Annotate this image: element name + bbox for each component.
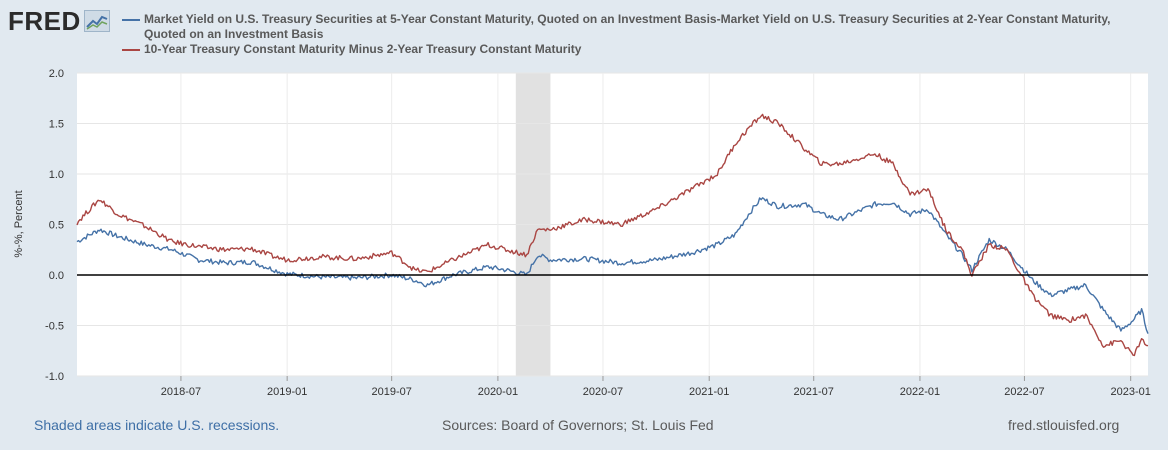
- y-tick-label: 0.0: [49, 270, 64, 282]
- y-tick-label: 1.0: [49, 169, 64, 181]
- series-line-10y-minus-2y[interactable]: [76, 113, 1149, 357]
- y-tick-label: 2.0: [49, 68, 64, 80]
- chart-plot[interactable]: 2.0 1.5 1.0 0.5 0.0 -0.5 -1.0 2018-07 2019-01 201…: [0, 0, 1168, 410]
- x-tick-label: 2021-07: [794, 386, 834, 398]
- y-tick-label: -1.0: [45, 371, 64, 383]
- y-tick-label: 0.5: [49, 220, 64, 232]
- legend-label: 10-Year Treasury Constant Maturity Minus…: [144, 42, 582, 56]
- legend-label: Market Yield on U.S. Treasury Securities…: [144, 12, 1111, 41]
- x-tick-label: 2020-07: [583, 386, 623, 398]
- legend-swatch-blue: [122, 19, 140, 21]
- x-tick-label: 2022-01: [900, 386, 940, 398]
- site-link[interactable]: fred.stlouisfed.org: [1008, 417, 1120, 433]
- legend-entry-5y-2y[interactable]: Market Yield on U.S. Treasury Securities…: [122, 12, 1142, 42]
- y-axis-label: %-%, Percent: [13, 190, 25, 257]
- recession-note-link[interactable]: Shaded areas indicate U.S. recessions.: [34, 417, 280, 433]
- sources-text: Sources: Board of Governors; St. Louis F…: [442, 417, 714, 433]
- fred-logo[interactable]: FRED: [8, 6, 110, 36]
- y-tick-label: -0.5: [45, 321, 64, 333]
- x-tick-label: 2023-01: [1110, 386, 1150, 398]
- x-tick-label: 2018-07: [161, 386, 201, 398]
- legend-swatch-red: [122, 49, 140, 51]
- series-line-5y-minus-2y[interactable]: [76, 197, 1149, 334]
- x-tick-label: 2020-01: [478, 386, 518, 398]
- x-tick-label: 2021-01: [689, 386, 729, 398]
- x-tick-label: 2019-01: [267, 386, 307, 398]
- x-tick-label: 2022-07: [1004, 386, 1044, 398]
- line-chart-icon: [83, 10, 110, 32]
- y-tick-label: 1.5: [49, 119, 64, 131]
- legend-entry-10y-2y[interactable]: 10-Year Treasury Constant Maturity Minus…: [122, 42, 1142, 57]
- logo-text: FRED: [8, 6, 81, 36]
- chart-legend: Market Yield on U.S. Treasury Securities…: [122, 12, 1142, 57]
- x-tick-label: 2019-07: [371, 386, 411, 398]
